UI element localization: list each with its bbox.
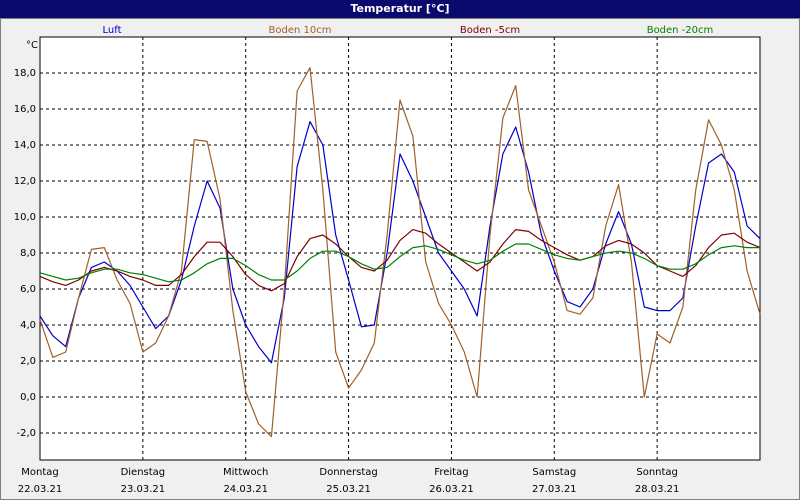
- legend-label: Boden -5cm: [460, 25, 520, 36]
- x-tick-date: 22.03.21: [18, 484, 63, 495]
- title-bar: [0, 0, 800, 18]
- series-line: [39, 67, 761, 438]
- chart-title: Temperatur [°C]: [350, 2, 449, 15]
- legend-label: Boden 10cm: [269, 25, 332, 36]
- series-line: [39, 243, 760, 283]
- y-tick-label: 10,0: [14, 212, 36, 223]
- y-tick-label: 16,0: [14, 104, 36, 115]
- y-unit: °C: [26, 40, 38, 51]
- x-tick-date: 26.03.21: [429, 484, 474, 495]
- x-tick-label: Montag: [21, 467, 58, 478]
- series-line: [39, 229, 761, 292]
- y-tick-label: 0,0: [20, 392, 36, 403]
- y-tick-label: 8,0: [20, 248, 36, 259]
- y-tick-label: 18,0: [14, 68, 36, 79]
- x-tick-label: Mittwoch: [223, 467, 268, 478]
- legend-label: Luft: [103, 25, 122, 36]
- x-tick-label: Donnerstag: [319, 467, 377, 478]
- x-tick-label: Samstag: [532, 467, 576, 478]
- x-tick-date: 27.03.21: [532, 484, 577, 495]
- x-tick-date: 24.03.21: [223, 484, 268, 495]
- y-tick-label: 2,0: [20, 356, 36, 367]
- x-tick-date: 23.03.21: [121, 484, 166, 495]
- y-tick-label: 4,0: [20, 320, 36, 331]
- legend-label: Boden -20cm: [647, 25, 714, 36]
- y-tick-label: 12,0: [14, 176, 36, 187]
- x-tick-label: Freitag: [434, 467, 468, 478]
- x-tick-label: Sonntag: [636, 467, 678, 478]
- y-tick-label: -2,0: [16, 428, 36, 439]
- plot-area: [39, 36, 761, 461]
- x-tick-date: 28.03.21: [635, 484, 680, 495]
- series-line: [39, 121, 761, 364]
- x-tick-date: 25.03.21: [326, 484, 371, 495]
- x-tick-label: Dienstag: [121, 467, 166, 478]
- y-tick-label: 14,0: [14, 140, 36, 151]
- y-tick-label: 6,0: [20, 284, 36, 295]
